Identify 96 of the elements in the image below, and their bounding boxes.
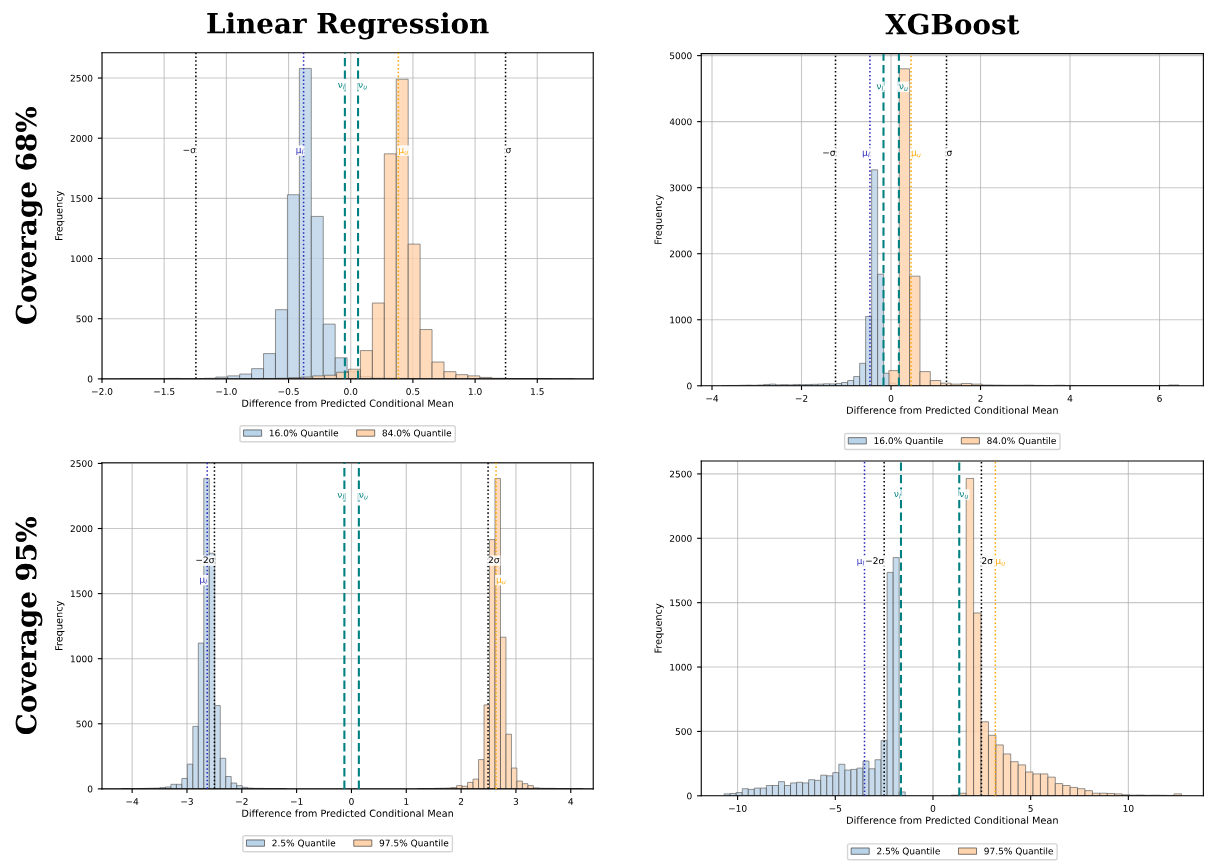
- x-tick-label: −1.5: [154, 388, 175, 395]
- y-tick-label: 1000: [670, 663, 692, 671]
- y-tick-label: 2500: [70, 460, 93, 467]
- y-tick-label: 0: [687, 792, 692, 800]
- ref-line-label: −2σ: [196, 556, 215, 564]
- y-tick-label: 2000: [669, 535, 692, 542]
- y-axis-title: Frequency: [55, 191, 65, 240]
- text: Coverage 68%: [15, 107, 43, 325]
- x-axis-title: Difference from Predicted Conditional Mean: [242, 809, 453, 817]
- y-tick-label: 0: [87, 375, 93, 383]
- x-tick-label: 1.5: [531, 388, 544, 395]
- chart-title: Linear Regression: [207, 12, 489, 40]
- x-tick-label: 1.0: [468, 388, 482, 395]
- ref-line-label: μ$_{l}$: [200, 577, 207, 585]
- y-axis-title: Frequency: [654, 194, 664, 244]
- ref-line-label: μ$_{l}$: [296, 148, 304, 155]
- y-tick-label: 4000: [669, 118, 692, 126]
- legend-label: 97.5% Quantile: [379, 839, 449, 848]
- x-tick-label: −5: [829, 805, 842, 812]
- x-tick-label: 4: [1067, 395, 1073, 402]
- legend-label: 16.0% Quantile: [874, 437, 943, 446]
- x-tick-label: 0: [349, 798, 354, 805]
- ref-line-label: μ$_{u}$: [496, 577, 506, 585]
- ref-line-label: ν$_{l}$: [894, 492, 901, 499]
- x-tick-label: −3: [181, 798, 193, 805]
- ref-line-label: ν$_{u}$: [899, 84, 908, 91]
- legend-label: 16.0% Quantile: [269, 429, 339, 438]
- y-tick-label: 2500: [70, 74, 93, 82]
- x-tick-label: 0: [888, 394, 894, 402]
- ref-line-label: μ$_{u}$: [996, 558, 1005, 566]
- ref-line-label: ν$_{l}$: [876, 84, 884, 91]
- y-tick-label: 2500: [669, 470, 692, 478]
- y-tick-label: 1000: [70, 255, 93, 263]
- y-tick-label: 500: [675, 728, 692, 735]
- y-tick-label: 1000: [70, 655, 93, 663]
- x-axis-title: Difference from Predicted Conditional Mean: [242, 399, 453, 407]
- legend-label: 84.0% Quantile: [987, 437, 1056, 446]
- x-tick-label: 10: [1123, 804, 1134, 812]
- ref-line-label: ν$_{u}$: [358, 82, 367, 90]
- y-tick-label: 5000: [669, 52, 692, 60]
- y-tick-label: 1500: [670, 599, 692, 607]
- x-axis-title: Difference from Predicted Conditional Mean: [847, 816, 1058, 824]
- y-tick-label: 2000: [669, 250, 692, 258]
- x-tick-label: 3: [513, 798, 519, 805]
- ref-line-label: μ$_{u}$: [399, 148, 408, 155]
- y-tick-label: 500: [76, 315, 93, 323]
- ref-line-label: σ: [506, 148, 512, 154]
- x-axis-title: Difference from Predicted Conditional Mean: [847, 406, 1058, 414]
- ref-line-label: 2σ: [982, 557, 993, 565]
- x-tick-label: −10: [729, 804, 747, 812]
- legend-label: 84.0% Quantile: [382, 429, 452, 438]
- y-tick-label: 1500: [70, 590, 93, 598]
- legend-label: 2.5% Quantile: [877, 847, 940, 856]
- ref-line-label: μ$_{l}$: [857, 558, 865, 566]
- ref-line-label: ν$_{l}$: [338, 82, 345, 90]
- x-tick-label: −2.0: [91, 388, 113, 395]
- text: Coverage 95%: [15, 517, 43, 735]
- ref-line-label: −σ: [183, 148, 196, 154]
- x-tick-label: −4: [706, 395, 719, 402]
- x-tick-label: 0.0: [344, 388, 358, 395]
- ref-line-label: μ$_{u}$: [911, 150, 921, 158]
- x-tick-label: 0.5: [406, 388, 420, 395]
- ref-line-label: ν$_{u}$: [959, 492, 969, 499]
- x-tick-label: −1: [290, 798, 303, 805]
- x-tick-label: 0: [930, 804, 936, 812]
- legend-label: 97.5% Quantile: [984, 847, 1054, 856]
- ref-line-label: 2σ: [488, 556, 500, 564]
- y-axis-title: Frequency: [654, 603, 664, 653]
- ref-line-label: −2σ: [866, 557, 884, 565]
- y-tick-label: 500: [76, 720, 93, 728]
- legend-label: 2.5% Quantile: [272, 839, 336, 848]
- x-tick-label: −1.0: [216, 388, 237, 395]
- y-tick-label: 0: [87, 785, 93, 793]
- y-tick-label: 0: [687, 382, 692, 390]
- x-tick-label: 6: [1157, 394, 1162, 402]
- ref-line-label: ν$_{u}$: [359, 492, 368, 500]
- x-tick-label: 1: [404, 798, 409, 805]
- ref-line-label: σ: [947, 150, 952, 156]
- y-axis-title: Frequency: [55, 601, 65, 650]
- ref-line-label: ν$_{l}$: [337, 492, 345, 500]
- y-tick-label: 3000: [669, 184, 692, 192]
- x-tick-label: 4: [568, 798, 574, 805]
- chart-title: XGBoost: [885, 13, 1020, 35]
- x-tick-label: 2: [458, 798, 464, 805]
- x-tick-label: 5: [1028, 805, 1033, 812]
- y-tick-label: 1500: [70, 195, 93, 202]
- x-tick-label: −0.5: [278, 388, 299, 395]
- x-tick-label: −2: [236, 798, 248, 805]
- x-tick-label: 2: [978, 394, 983, 402]
- x-tick-label: −4: [126, 798, 139, 805]
- y-tick-label: 2000: [70, 525, 93, 533]
- y-tick-label: 1000: [670, 316, 692, 324]
- x-tick-label: −2: [795, 394, 808, 402]
- ref-line-label: μ$_{l}$: [862, 150, 870, 158]
- ref-line-label: −σ: [823, 150, 836, 156]
- y-tick-label: 2000: [70, 134, 93, 142]
